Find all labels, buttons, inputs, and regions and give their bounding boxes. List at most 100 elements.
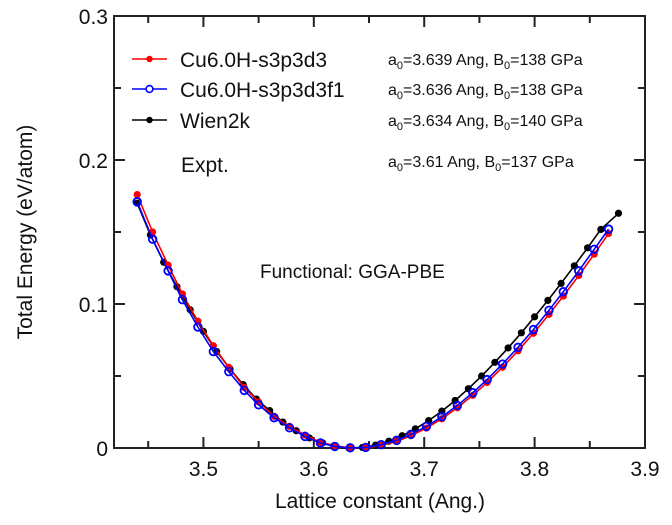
data-point [517, 329, 525, 337]
data-point [482, 374, 492, 385]
data-point [589, 244, 599, 254]
series-line [136, 194, 610, 449]
data-point [557, 279, 565, 288]
legend-marker [146, 116, 153, 124]
subscript: 0 [504, 121, 510, 133]
legend-item: Cu6.0H-s3p3d3 [132, 49, 327, 72]
param-part: B [484, 154, 495, 171]
data-point [437, 412, 447, 422]
legend-expt-label: Expt. [181, 154, 229, 177]
param-part: =138 GPa [510, 82, 583, 99]
series-line [136, 201, 610, 449]
data-point [345, 443, 355, 453]
data-point [330, 441, 340, 452]
data-point [391, 435, 402, 446]
param-part: B [493, 82, 504, 99]
legend-label: Wien2k [180, 110, 251, 133]
data-point [603, 224, 614, 234]
data-point [491, 358, 499, 366]
param-part: a [388, 52, 397, 69]
lattice-params-text: a0=3.634 Ang, B0=140 GPa [388, 113, 583, 133]
x-axis-title: Lattice constant (Ang.) [275, 490, 485, 513]
subscript: 0 [504, 90, 510, 102]
data-point [284, 423, 295, 433]
param-part: =140 GPa [510, 113, 583, 130]
y-tick-label: 0.3 [79, 6, 108, 29]
legend-marker [145, 84, 154, 94]
data-point [315, 438, 326, 448]
data-point [147, 234, 158, 244]
data-point [583, 244, 592, 252]
param-part: =3.639 Ang, [403, 52, 493, 69]
data-point [163, 266, 173, 276]
legend: Cu6.0H-s3p3d3 Cu6.0H-s3p3d3f1 Wien2k Expt. a… [132, 49, 583, 177]
data-point [558, 287, 569, 297]
y-tick-label: 0 [96, 438, 108, 461]
data-point [361, 442, 371, 453]
data-point [133, 190, 141, 199]
subscript: 0 [397, 90, 403, 102]
data-point [177, 294, 188, 305]
x-tick-label: 3.8 [520, 458, 549, 481]
data-point [614, 209, 623, 217]
data-point [421, 421, 432, 432]
x-tick-label: 3.6 [299, 458, 328, 481]
data-point [468, 388, 478, 398]
data-point [224, 366, 234, 377]
param-part: a [388, 113, 397, 130]
param-part: =3.636 Ang, [403, 82, 493, 99]
series-line [136, 202, 620, 449]
param-part: a [388, 82, 397, 99]
x-tick-label: 3.9 [630, 458, 659, 481]
data-point [597, 225, 605, 234]
data-point [376, 439, 386, 450]
series-wien2k [133, 199, 623, 452]
data-point [208, 346, 219, 357]
y-tick-label: 0.2 [79, 150, 108, 173]
data-point [132, 197, 142, 207]
subscript: 0 [504, 60, 510, 72]
subscript: 0 [397, 162, 403, 174]
param-part: B [493, 113, 504, 130]
param-part: =138 GPa [510, 52, 583, 69]
data-point [513, 342, 523, 353]
series-layer [132, 190, 623, 453]
data-point [574, 266, 584, 276]
data-point [193, 322, 203, 332]
data-point [544, 296, 552, 304]
legend-marker [146, 55, 153, 63]
x-tick-label: 3.7 [410, 458, 439, 481]
subscript: 0 [397, 60, 403, 72]
axes: 3.5 3.6 3.7 3.8 3.9 0 0.1 0.2 0.3 [79, 6, 660, 481]
legend-label: Cu6.0H-s3p3d3 [180, 49, 327, 72]
data-point [269, 413, 279, 423]
param-part: B [493, 52, 504, 69]
lattice-params-text: a0=3.61 Ang, B0=137 GPa [388, 154, 574, 174]
series-cu6-0h-s3p3d3f1 [132, 197, 614, 453]
data-point [504, 344, 512, 352]
subscript: 0 [397, 121, 403, 133]
data-point [253, 400, 264, 410]
data-point [528, 324, 539, 335]
param-part: =3.61 Ang, [403, 154, 484, 171]
param-part: a [388, 154, 397, 171]
functional-annotation: Functional: GGA-PBE [260, 262, 445, 283]
data-point [300, 431, 310, 442]
legend-item: Wien2k [132, 110, 251, 133]
lattice-params-text: a0=3.636 Ang, B0=138 GPa [388, 82, 583, 102]
subscript: 0 [495, 162, 501, 174]
data-point [239, 385, 249, 396]
data-point [497, 359, 508, 369]
data-point [531, 313, 539, 321]
param-part: =3.634 Ang, [403, 113, 493, 130]
lattice-params-text: a0=3.639 Ang, B0=138 GPa [388, 52, 583, 72]
param-part: =137 GPa [501, 154, 574, 171]
y-axis-title: Total Energy (eV/atom) [14, 125, 37, 340]
data-point [452, 400, 463, 411]
legend-item: Cu6.0H-s3p3d3f1 [132, 79, 345, 102]
data-point [406, 429, 416, 440]
data-point [544, 305, 554, 316]
y-tick-label: 0.1 [79, 294, 108, 317]
x-tick-label: 3.5 [189, 458, 218, 481]
